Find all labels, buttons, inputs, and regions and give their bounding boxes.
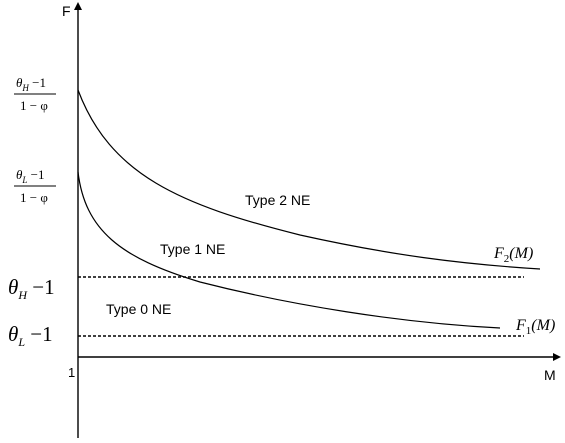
svg-text:1 − φ: 1 − φ <box>20 98 48 113</box>
theta-l-label: θL −1 <box>8 322 53 349</box>
theta-l-fraction-label: θL −1 1 − φ <box>14 167 56 205</box>
origin-label: 1 <box>68 365 75 380</box>
x-axis-label: M <box>544 367 556 383</box>
y-axis-label: F <box>62 3 71 19</box>
type1-region-label: Type 1 NE <box>160 241 225 257</box>
f1-curve-label: F1(M) <box>515 317 555 337</box>
svg-text:θL −1: θL −1 <box>16 167 45 185</box>
type0-region-label: Type 0 NE <box>106 301 171 317</box>
svg-text:1 − φ: 1 − φ <box>20 190 48 205</box>
f1-curve <box>77 171 501 329</box>
f2-curve-label: F2(M) <box>493 245 533 265</box>
f2-curve <box>77 89 541 270</box>
svg-text:θH −1: θH −1 <box>16 75 46 93</box>
type2-region-label: Type 2 NE <box>245 192 310 208</box>
theta-h-label: θH −1 <box>8 275 55 302</box>
theta-h-fraction-label: θH −1 1 − φ <box>14 75 56 113</box>
